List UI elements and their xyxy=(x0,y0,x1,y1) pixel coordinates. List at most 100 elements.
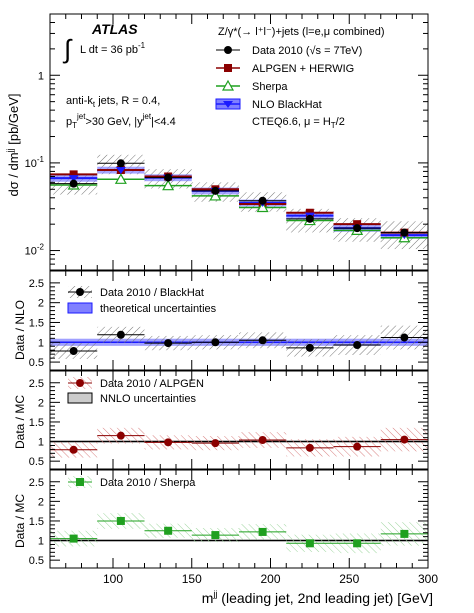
x-tick-label: 300 xyxy=(418,572,438,586)
sherpa-marker xyxy=(209,189,222,201)
legend-marker-data xyxy=(224,46,232,54)
r2-point xyxy=(69,445,78,454)
data-point xyxy=(164,173,173,182)
r3-y-tick-label: 2 xyxy=(38,496,44,508)
legend-marker-data-sherpa xyxy=(76,478,84,486)
legend-header: Z/γ*(→ l⁺l⁻)+jets (l=e,μ combined) xyxy=(218,26,385,38)
ratio-panel-sherpa: Data 2010 / Sherpa Data / MC xyxy=(13,476,196,548)
data-point xyxy=(400,228,409,237)
x-tick-label: 200 xyxy=(260,572,280,586)
x-tick-label: 250 xyxy=(339,572,359,586)
r2-series xyxy=(50,427,428,458)
r2-point xyxy=(258,435,267,444)
r1-point xyxy=(258,336,267,345)
data-point xyxy=(211,186,220,195)
r2-y-tick-label: 2.5 xyxy=(29,378,44,390)
legend-marker-data-nlo xyxy=(76,288,84,296)
r3-point xyxy=(164,526,173,535)
r1-y-tick-label: 2.5 xyxy=(29,278,44,290)
r1-point xyxy=(211,338,220,347)
r3-point xyxy=(258,527,267,536)
r1-point xyxy=(305,343,314,352)
r2-point xyxy=(400,435,409,444)
legend-marker-nlo xyxy=(223,101,233,108)
sherpa-marker xyxy=(114,173,127,184)
r1-point xyxy=(164,339,173,348)
r3-y-tick-label: 1.5 xyxy=(29,516,44,528)
r2-point xyxy=(116,431,125,440)
r3-point xyxy=(305,539,314,548)
r3-point xyxy=(69,534,78,543)
lumi-label: L dt = 36 pb-1 xyxy=(80,41,146,56)
legend-label-alpgen: ALPGEN + HERWIG xyxy=(252,63,354,75)
r3-y-tick-label: 1 xyxy=(38,536,44,548)
legend-label-theory: theoretical uncertainties xyxy=(100,303,217,315)
x-axis-label: mjj (leading jet, 2nd leading jet) [GeV] xyxy=(202,589,433,606)
r3-point xyxy=(211,531,220,540)
nlo-marker xyxy=(68,175,79,183)
r3-series xyxy=(50,513,428,554)
r2-y-tick-label: 0.5 xyxy=(29,456,44,468)
integral-sign: ∫ xyxy=(62,34,73,64)
data-point xyxy=(258,196,267,205)
legend-extra: CTEQ6.6, μ = HT/2 xyxy=(252,116,345,130)
main-ylabel: dσ / dmjj [pb/GeV] xyxy=(5,93,21,196)
legend-label-data-alpgen: Data 2010 / ALPGEN xyxy=(100,378,204,390)
legend-label-nlo: NLO BlackHat xyxy=(252,99,322,111)
r3-point xyxy=(353,539,362,548)
r1-y-tick-label: 0.5 xyxy=(29,357,44,369)
legend-band-nnlo xyxy=(67,392,93,404)
r3-ylabel: Data / MC xyxy=(13,494,27,548)
sherpa-marker xyxy=(256,201,269,213)
jet-text-1: anti-kt jets, R = 0.4, xyxy=(66,95,160,109)
main-y-tick-label: 1 xyxy=(38,70,44,82)
r2-point xyxy=(305,443,314,452)
main-series xyxy=(50,154,428,250)
r1-frame xyxy=(49,270,429,371)
r3-y-tick-label: 2.5 xyxy=(29,477,44,489)
legend-label-data-sherpa: Data 2010 / Sherpa xyxy=(100,477,196,489)
r2-point xyxy=(164,438,173,447)
r2-point xyxy=(353,442,362,451)
data-point xyxy=(353,224,362,233)
r3-y-tick-label: 0.5 xyxy=(29,555,44,567)
main-panel: ATLAS ∫ L dt = 36 pb-1 anti-kt jets, R =… xyxy=(5,21,385,197)
r2-y-tick-label: 1 xyxy=(38,437,44,449)
atlas-label: ATLAS xyxy=(91,21,138,37)
main-y-tick-label: 10-2 xyxy=(25,243,45,258)
x-tick-label: 150 xyxy=(182,572,202,586)
legend-label-data-nlo: Data 2010 / BlackHat xyxy=(100,287,204,299)
r1-y-tick-label: 1.5 xyxy=(29,317,44,329)
r1-ylabel: Data / NLO xyxy=(13,300,27,360)
data-point xyxy=(69,179,78,188)
data-point xyxy=(116,159,125,168)
r2-point xyxy=(211,439,220,448)
r1-y-tick-label: 2 xyxy=(38,298,44,310)
x-tick-label: 100 xyxy=(103,572,123,586)
data-point xyxy=(305,214,314,223)
legend-marker-data-alpgen xyxy=(76,379,84,387)
legend-label-data: Data 2010 (√s = 7TeV) xyxy=(252,45,362,57)
r1-point xyxy=(400,333,409,342)
alpgen-marker xyxy=(69,170,78,179)
legend-marker-sherpa xyxy=(221,79,235,91)
ratio-panel-nlo: Data 2010 / BlackHat theoretical uncerta… xyxy=(13,286,217,360)
r1-y-tick-label: 1 xyxy=(38,337,44,349)
jet-text-2: pTjet>30 GeV, |yjet|<4.4 xyxy=(66,112,176,130)
r1-point xyxy=(353,341,362,350)
r1-point xyxy=(116,330,125,339)
r1-series xyxy=(50,325,428,359)
ratio-panel-alpgen: Data 2010 / ALPGEN NNLO uncertainties Da… xyxy=(13,377,204,449)
main-y-tick-label: 10-1 xyxy=(25,155,45,170)
r3-point xyxy=(400,529,409,538)
sherpa-marker xyxy=(162,179,175,191)
legend-marker-alpgen xyxy=(224,64,232,72)
r2-ylabel: Data / MC xyxy=(13,395,27,449)
legend-label-sherpa: Sherpa xyxy=(252,81,288,93)
r1-point xyxy=(69,346,78,355)
nlo-marker xyxy=(115,167,126,175)
r3-point xyxy=(116,516,125,525)
r2-y-tick-label: 1.5 xyxy=(29,417,44,429)
legend-label-nnlo: NNLO uncertainties xyxy=(100,393,196,405)
